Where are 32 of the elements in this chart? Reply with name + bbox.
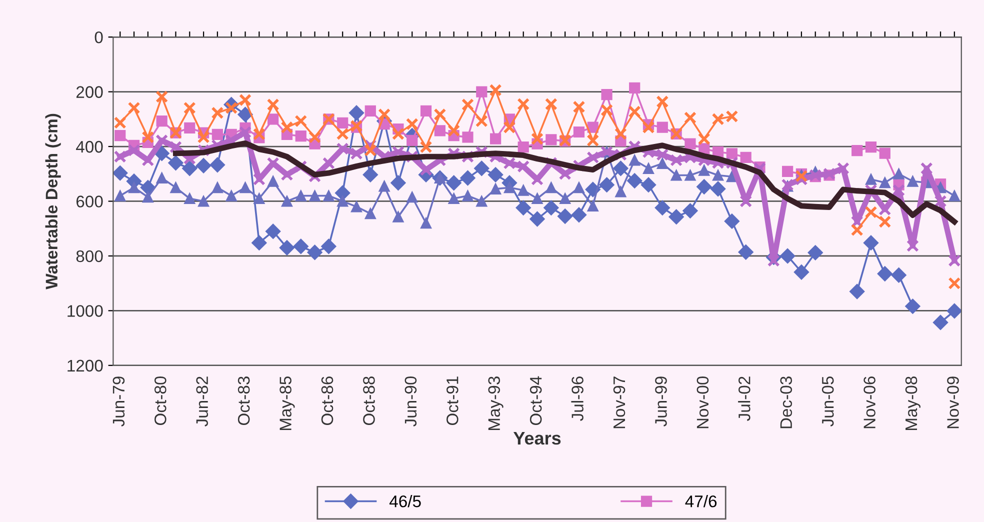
x-tick-label: May-85 [280, 376, 295, 430]
x-tick-label: May-08 [905, 376, 920, 430]
y-tick-label: 0 [94, 31, 103, 44]
legend-label: 46/5 [389, 495, 421, 508]
y-tick-label: 1000 [68, 305, 103, 317]
x-tick-label: Jun-79 [112, 376, 125, 427]
x-tick-label: Jun-90 [404, 376, 417, 427]
x-tick-label: Nov-06 [864, 376, 876, 428]
x-tick-label: Oct-80 [154, 376, 166, 426]
y-tick-label: 400 [76, 140, 103, 153]
x-tick-label: Jun-05 [822, 376, 834, 427]
x-tick-label: Jul-02 [738, 376, 750, 421]
x-tick-label: Nov-00 [696, 376, 709, 428]
x-tick-label: Jun-99 [655, 376, 667, 427]
x-tick-label: Nov-97 [613, 376, 626, 428]
x-tick-label: Oct-86 [321, 376, 334, 426]
y-tick-label: 600 [76, 196, 103, 208]
x-tick-label: Dec-03 [780, 376, 792, 428]
x-tick-label: Oct-83 [238, 376, 250, 426]
y-tick-label: 1200 [68, 360, 103, 372]
legend-label: 47/6 [685, 495, 717, 508]
x-tick-label: Oct-94 [530, 376, 542, 426]
x-tick-label: Jun-82 [196, 376, 208, 427]
x-tick-label: May-93 [488, 376, 504, 430]
x-tick-label: Oct-91 [446, 376, 458, 426]
x-tick-label: Nov-09 [947, 376, 959, 428]
x-tick-label: Oct-88 [363, 376, 375, 426]
x-tick-label: Jul-96 [571, 376, 584, 421]
y-axis-title: Watertable Depth (cm) [45, 114, 61, 290]
y-tick-label: 200 [76, 86, 103, 98]
y-tick-label: 800 [76, 250, 103, 262]
x-axis-title: Years [513, 432, 561, 445]
